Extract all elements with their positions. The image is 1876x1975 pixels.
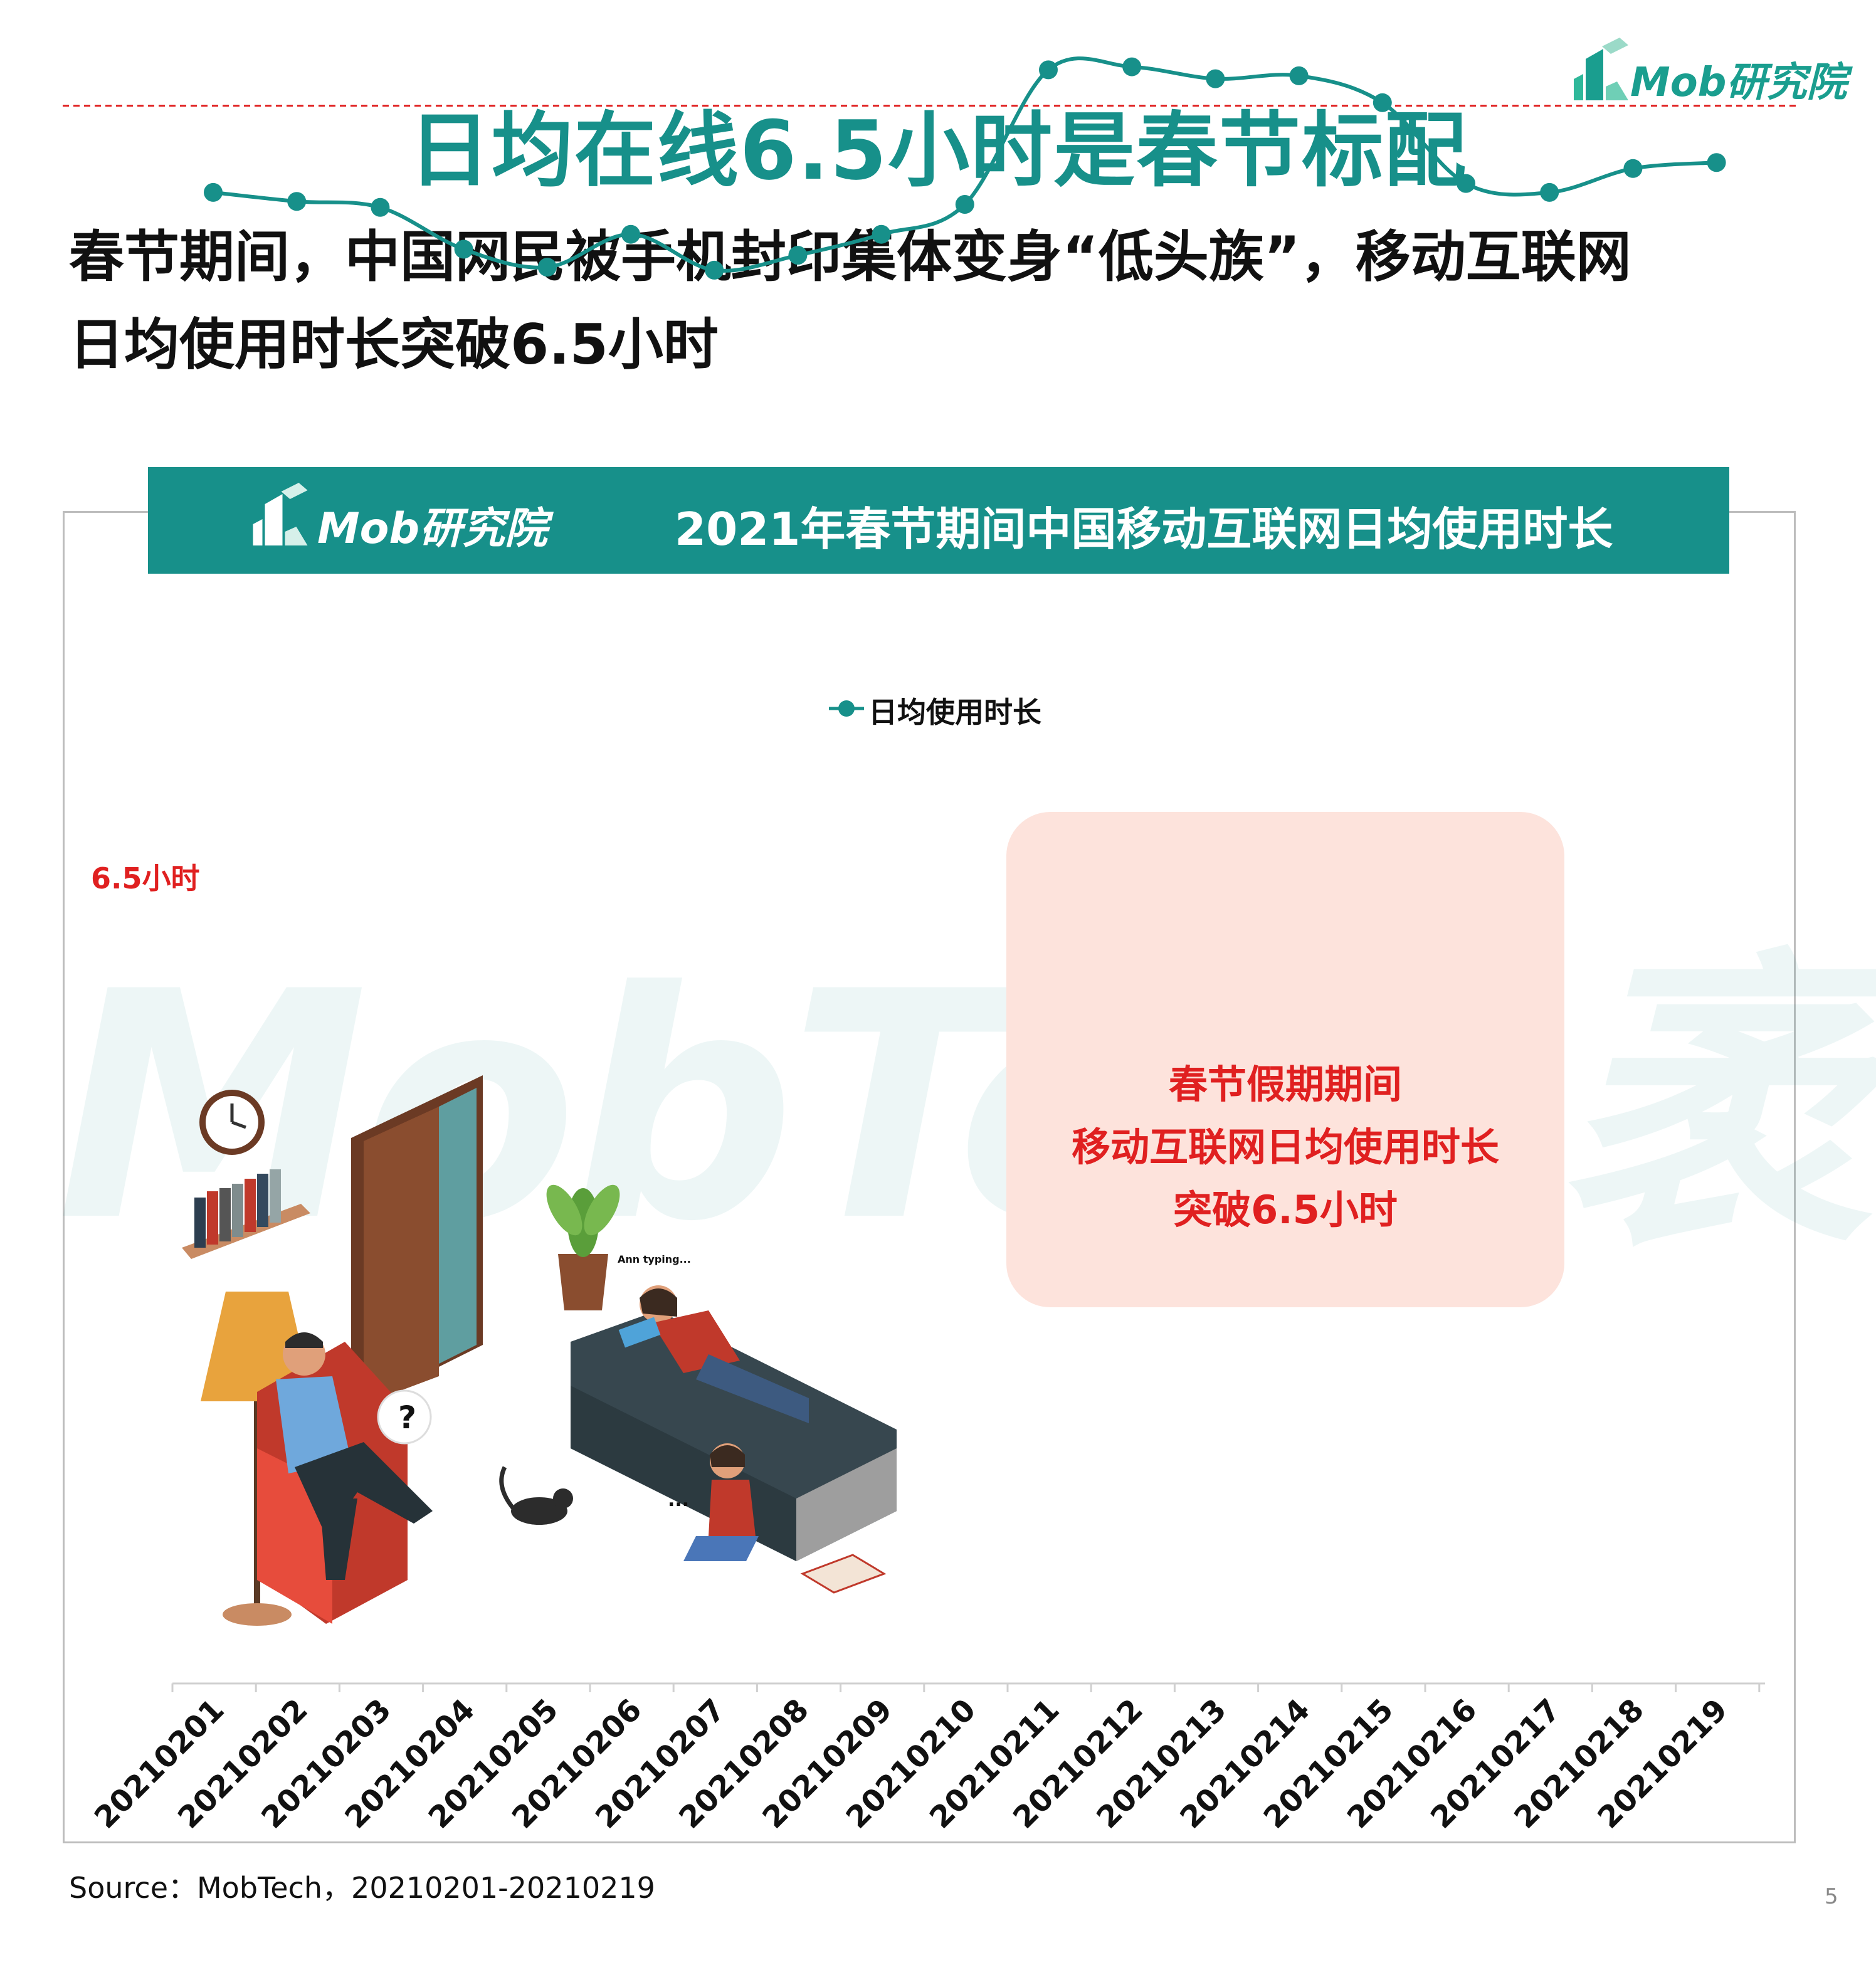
potted-plant-icon: [546, 1184, 620, 1310]
chart-header-banner: Mob研究院 2021年春节期间中国移动互联网日均使用时长: [148, 467, 1729, 574]
woman-figure-icon: [618, 1285, 809, 1423]
callout-line-2: 移动互联网日均使用时长: [1071, 1124, 1499, 1170]
data-point-20210213: [1206, 69, 1225, 88]
data-point-20210211: [1039, 60, 1058, 80]
holiday-highlight-box: [1006, 812, 1564, 1307]
building-logo-icon: [1574, 38, 1628, 100]
banner-logo-text: Mob研究院: [317, 504, 548, 554]
banner-logo: Mob研究院: [248, 480, 574, 561]
series-line-daily-usage: [213, 56, 1717, 273]
typing-bubble-text: Ann typing...: [618, 1253, 691, 1265]
callout-line-1: 春节假期期间: [1168, 1061, 1402, 1107]
data-point-20210205: [537, 258, 557, 277]
data-point-20210201: [204, 182, 223, 202]
data-point-20210208: [788, 246, 808, 265]
data-point-20210216: [1457, 174, 1475, 193]
family-illustration: ? Ann typing... ...: [182, 1075, 897, 1626]
data-point-20210206: [621, 224, 640, 244]
logo-text: Mob研究院: [1630, 60, 1847, 106]
cat-icon: [499, 1466, 573, 1525]
rug-icon: [800, 1554, 887, 1594]
data-point-20210207: [705, 260, 724, 280]
threshold-label: 6.5小时: [91, 861, 200, 895]
highlight-callout: 春节假期期间 移动互联网日均使用时长 突破6.5小时: [1006, 1053, 1564, 1241]
data-point-20210212: [1122, 57, 1142, 76]
data-point-20210217: [1540, 182, 1559, 202]
data-point-20210219: [1707, 153, 1726, 172]
page-number: 5: [1825, 1884, 1838, 1909]
callout-line-3: 突破6.5小时: [1173, 1187, 1398, 1233]
source-note: Source：MobTech，20210201-20210219: [69, 1871, 655, 1905]
question-bubble: ?: [377, 1389, 432, 1445]
legend-marker: [829, 700, 864, 717]
page-subtitle: 春节期间，中国网民被手机封印集体变身“低头族”，移动互联网 日均使用时长突破6.…: [69, 213, 1825, 389]
mob-logo-top: Mob研究院: [1571, 38, 1847, 113]
bookshelf-icon: [182, 1169, 310, 1259]
subtitle-line-1: 春节期间，中国网民被手机封印集体变身“低头族”，移动互联网: [69, 224, 1631, 289]
data-point-20210209: [872, 224, 891, 244]
page-title: 日均在线6.5小时是春节标配: [408, 103, 1468, 198]
data-point-20210215: [1373, 93, 1392, 112]
girl-figure-icon: ...: [668, 1443, 759, 1561]
legend-label: 日均使用时长: [868, 695, 1041, 729]
man-figure-icon: [276, 1332, 433, 1580]
data-point-20210203: [371, 198, 390, 217]
typing-bubble: Ann typing...: [614, 1248, 696, 1270]
subtitle-line-2: 日均使用时长突破6.5小时: [69, 312, 719, 377]
question-mark-text: ?: [398, 1399, 416, 1436]
data-point-20210202: [287, 192, 307, 211]
door-icon: [351, 1075, 483, 1411]
data-point-20210218: [1623, 159, 1643, 178]
data-point-20210210: [955, 194, 974, 214]
chart-title: 2021年春节期间中国移动互联网日均使用时长: [675, 503, 1613, 556]
wall-clock-icon: [199, 1090, 265, 1155]
data-point-20210204: [454, 240, 473, 259]
building-logo-icon: [253, 483, 308, 545]
ellipsis-text: ...: [668, 1489, 689, 1511]
data-point-20210214: [1289, 66, 1309, 85]
